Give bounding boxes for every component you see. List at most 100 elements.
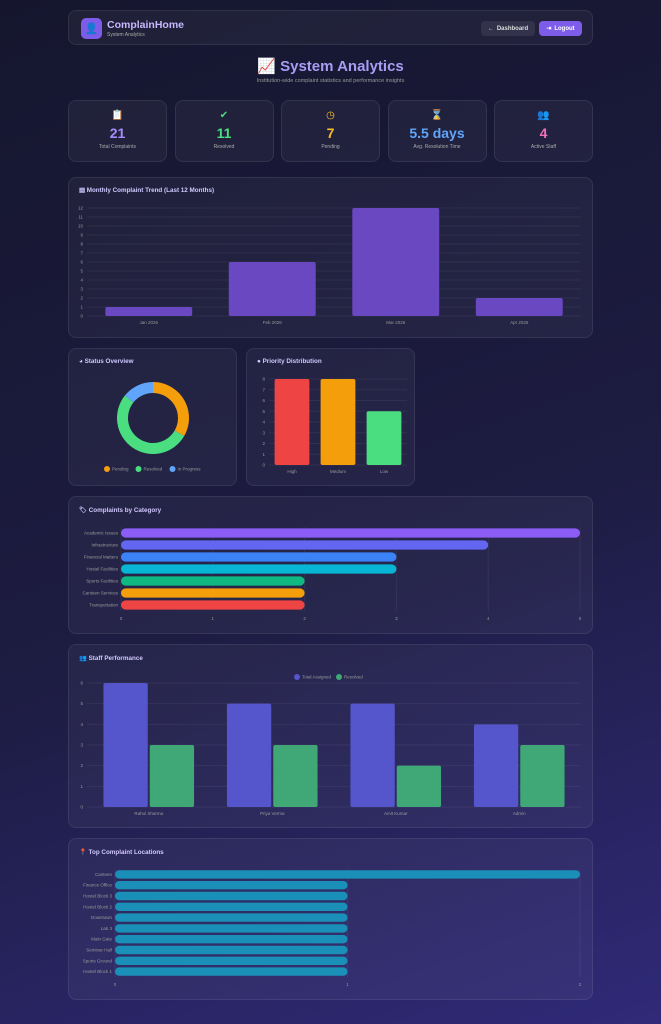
- donut-slice: [153, 382, 189, 436]
- bar: [121, 564, 397, 574]
- bar: [520, 745, 565, 807]
- y-tick-label: 2: [80, 296, 83, 301]
- status-donut-chart: Pending Resolved In Progress: [104, 382, 201, 472]
- x-tick-label: Apr 2026: [510, 320, 529, 325]
- stat-label: Resolved: [213, 144, 235, 150]
- y-tick-label: 7: [262, 387, 265, 392]
- clipboard-icon: 📋: [111, 110, 124, 121]
- y-tick-label: 2: [262, 441, 265, 446]
- stat-card: 👥 4 Active Staff: [494, 100, 593, 162]
- stat-value: 11: [216, 125, 232, 141]
- x-tick-label: Rahul Sharma: [134, 811, 163, 816]
- priority-icon: ●: [257, 358, 263, 365]
- locations-card: 📍 Top Complaint Locations 0 1 2 Canteen Fina…: [68, 838, 593, 1000]
- bar: [121, 540, 489, 550]
- legend-swatch: [169, 466, 176, 472]
- legend-swatch: [336, 674, 342, 680]
- y-tick-label: 1: [80, 784, 83, 789]
- bar: [115, 945, 348, 955]
- y-tick-label: 6: [80, 260, 83, 265]
- bar: [273, 745, 318, 807]
- bar: [350, 703, 395, 807]
- legend-label: Total Assigned: [302, 675, 332, 680]
- legend-label: Resolved: [144, 467, 163, 472]
- x-tick-label: High: [287, 469, 297, 474]
- y-tick-label: 1: [262, 452, 265, 457]
- bar: [226, 703, 272, 807]
- y-tick-label: 12: [78, 206, 84, 211]
- bar: [121, 600, 305, 610]
- x-tick-label: Jan 2026: [139, 320, 158, 325]
- bar: [228, 262, 316, 316]
- y-tick-label: 11: [78, 215, 83, 220]
- bar: [103, 683, 148, 807]
- y-tick-label: Lab 3: [101, 926, 113, 931]
- x-tick-label: 1: [212, 616, 215, 621]
- stat-card: ◷ 7 Pending: [281, 100, 380, 162]
- bar: [121, 576, 305, 586]
- x-tick-label: Low: [380, 469, 389, 474]
- y-tick-label: 8: [80, 242, 83, 247]
- monthly-trend-card: ▤ Monthly Complaint Trend (Last 12 Month…: [68, 177, 593, 338]
- y-tick-label: Transportation: [89, 603, 118, 608]
- y-tick-label: Sports Facilities: [86, 579, 119, 584]
- map-pin-icon: 📍: [79, 849, 89, 856]
- y-tick-label: 2: [80, 763, 83, 768]
- y-tick-label: Canteen Services: [82, 591, 118, 596]
- bar: [115, 934, 348, 944]
- brand-subtitle: System Analytics: [107, 32, 145, 38]
- category-chart: 0 1 2 3 4 5 Academic Issues Infrastructure Finan…: [82, 527, 582, 621]
- page-subtitle: Institution-wide complaint statistics an…: [256, 78, 405, 84]
- x-tick-label: Priya Verma: [260, 811, 285, 816]
- stat-value: 4: [539, 125, 548, 141]
- x-tick-label: 2: [303, 616, 306, 621]
- bar: [115, 891, 348, 901]
- y-tick-label: 7: [80, 251, 83, 256]
- y-tick-label: Hostel Block 2: [83, 904, 112, 909]
- arrow-left-icon: ←: [487, 25, 494, 32]
- legend-label: Resolved: [344, 675, 363, 680]
- priority-card: ● Priority Distribution 0 1 2 3 4 5 6 7 8 High Med…: [246, 348, 415, 486]
- stat-label: Pending: [321, 144, 340, 150]
- y-tick-label: Downtown: [91, 915, 113, 920]
- y-tick-label: 6: [262, 398, 265, 403]
- bar: [121, 528, 580, 538]
- card-title: ▤ Monthly Complaint Trend (Last 12 Month…: [79, 187, 215, 194]
- stat-card: ✔ 11 Resolved: [174, 100, 274, 162]
- bar: [115, 880, 348, 890]
- x-tick-label: Feb 2026: [263, 320, 283, 325]
- bar: [121, 552, 397, 562]
- stat-card: ⌛ 5.5 days Avg. Resolution Time: [387, 100, 487, 162]
- y-tick-label: Hostel Facilities: [86, 567, 118, 572]
- bar: [115, 902, 348, 912]
- bar: [274, 379, 310, 465]
- hourglass-icon: ⌛: [430, 110, 444, 121]
- category-card: 🏷 Complaints by Category 0 1 2 3 4 5 Academic …: [68, 496, 593, 634]
- y-tick-label: Academic Issues: [84, 531, 119, 536]
- x-tick-label: 0: [120, 616, 123, 621]
- logout-button[interactable]: ⇥ Logout: [539, 21, 582, 36]
- bar: [352, 208, 440, 316]
- bar: [149, 745, 195, 807]
- x-tick-label: Mar 2026: [386, 320, 406, 325]
- locations-chart: 0 1 2 Canteen Finance Office Hostel Block 3 Ho…: [83, 869, 582, 987]
- y-tick-label: 5: [262, 409, 265, 414]
- legend-label: Pending: [112, 467, 129, 472]
- y-tick-label: 3: [80, 743, 83, 748]
- legend-swatch: [104, 466, 110, 472]
- legend-swatch: [135, 466, 142, 472]
- y-tick-label: Finance Office: [83, 883, 112, 888]
- dashboard-button[interactable]: ← Dashboard: [481, 21, 535, 36]
- stat-label: Avg. Resolution Time: [413, 144, 461, 150]
- bar: [115, 870, 580, 879]
- bar: [475, 298, 563, 316]
- staff-chart: 0 1 2 3 4 5 6 Rahul Sharma Priya Verma Amit Kumar…: [80, 674, 581, 816]
- donut-slice: [117, 395, 185, 454]
- users-icon: 👥: [79, 655, 89, 662]
- x-tick-label: 3: [395, 616, 398, 621]
- y-tick-label: 5: [80, 701, 83, 706]
- y-tick-label: 0: [80, 805, 83, 810]
- donut-slice: [124, 382, 153, 403]
- users-icon: 👥: [537, 110, 550, 121]
